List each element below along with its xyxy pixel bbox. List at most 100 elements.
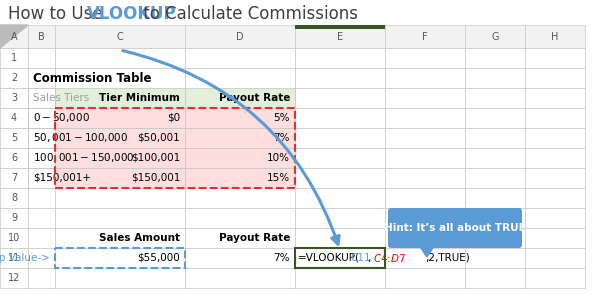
- Bar: [295, 88, 385, 108]
- Bar: [55, 228, 185, 248]
- Bar: [385, 188, 465, 208]
- Bar: [185, 108, 295, 128]
- Text: C: C: [117, 32, 124, 42]
- Bar: [185, 108, 295, 128]
- Text: 10: 10: [8, 233, 20, 243]
- Bar: [385, 228, 465, 248]
- Bar: [525, 68, 585, 88]
- Text: F: F: [422, 32, 428, 42]
- Text: 1: 1: [11, 53, 17, 63]
- Bar: [385, 68, 465, 88]
- Bar: [28, 68, 55, 88]
- Bar: [295, 68, 385, 88]
- Bar: [0, 128, 28, 148]
- Bar: [465, 25, 525, 48]
- Bar: [28, 228, 55, 248]
- Bar: [465, 188, 525, 208]
- Bar: [385, 25, 465, 48]
- Bar: [28, 88, 55, 108]
- Bar: [465, 248, 525, 268]
- Text: Payout Rate: Payout Rate: [218, 93, 290, 103]
- Bar: [525, 128, 585, 148]
- Text: H: H: [551, 32, 558, 42]
- Bar: [55, 25, 185, 48]
- Text: 5: 5: [11, 133, 17, 143]
- Bar: [465, 268, 525, 288]
- Bar: [525, 248, 585, 268]
- Bar: [55, 88, 185, 108]
- Bar: [185, 48, 295, 68]
- Polygon shape: [419, 245, 435, 257]
- Text: 8: 8: [11, 193, 17, 203]
- Bar: [525, 268, 585, 288]
- Bar: [28, 248, 55, 268]
- Text: Lookup Value->: Lookup Value->: [0, 253, 50, 263]
- Bar: [55, 168, 185, 188]
- Bar: [385, 248, 465, 268]
- Bar: [28, 108, 55, 128]
- Bar: [0, 108, 28, 128]
- Bar: [295, 268, 385, 288]
- Text: Hint: It’s all about TRUE: Hint: It’s all about TRUE: [384, 223, 526, 233]
- Bar: [385, 48, 465, 68]
- Bar: [55, 68, 185, 88]
- Bar: [525, 25, 585, 48]
- Text: E: E: [337, 32, 343, 42]
- Bar: [55, 148, 185, 168]
- Bar: [465, 68, 525, 88]
- Bar: [465, 88, 525, 108]
- Text: 3: 3: [11, 93, 17, 103]
- Text: $50,001-$100,000: $50,001-$100,000: [33, 132, 128, 145]
- Bar: [525, 188, 585, 208]
- Bar: [55, 248, 185, 268]
- Bar: [185, 248, 295, 268]
- Text: 4: 4: [11, 113, 17, 123]
- Bar: [0, 88, 28, 108]
- Bar: [55, 188, 185, 208]
- Bar: [185, 68, 295, 88]
- Bar: [295, 25, 385, 29]
- Bar: [55, 268, 185, 288]
- Bar: [295, 228, 385, 248]
- Bar: [185, 88, 295, 108]
- Bar: [525, 168, 585, 188]
- Text: C11: C11: [350, 253, 371, 263]
- Bar: [295, 148, 385, 168]
- Bar: [465, 148, 525, 168]
- Bar: [185, 128, 295, 148]
- Bar: [465, 128, 525, 148]
- Bar: [295, 208, 385, 228]
- Bar: [295, 168, 385, 188]
- Text: $100,001: $100,001: [131, 153, 180, 163]
- Text: 9: 9: [11, 213, 17, 223]
- Bar: [28, 188, 55, 208]
- Bar: [28, 148, 55, 168]
- Bar: [185, 228, 295, 248]
- Text: 11: 11: [8, 253, 20, 263]
- Text: Sales Amount: Sales Amount: [99, 233, 180, 243]
- Bar: [185, 148, 295, 168]
- Bar: [385, 268, 465, 288]
- Bar: [55, 88, 295, 188]
- Text: $0: $0: [167, 113, 180, 123]
- Text: $100,001-$150,000: $100,001-$150,000: [33, 152, 135, 165]
- Text: Payout Rate: Payout Rate: [218, 233, 290, 243]
- FancyBboxPatch shape: [388, 208, 522, 248]
- Bar: [28, 148, 55, 168]
- Bar: [295, 48, 385, 68]
- Text: Sales Tiers: Sales Tiers: [33, 93, 89, 103]
- Bar: [55, 248, 185, 268]
- Bar: [0, 68, 28, 88]
- Bar: [55, 108, 185, 128]
- Bar: [55, 208, 185, 228]
- Text: =VLOOKUP(: =VLOOKUP(: [298, 253, 360, 263]
- Bar: [0, 25, 28, 48]
- Bar: [55, 108, 295, 188]
- Bar: [525, 228, 585, 248]
- Text: G: G: [491, 32, 499, 42]
- Text: 10%: 10%: [267, 153, 290, 163]
- Text: 12: 12: [8, 273, 20, 283]
- Text: ,2,TRUE): ,2,TRUE): [426, 253, 470, 263]
- Bar: [0, 248, 28, 268]
- Bar: [55, 168, 185, 188]
